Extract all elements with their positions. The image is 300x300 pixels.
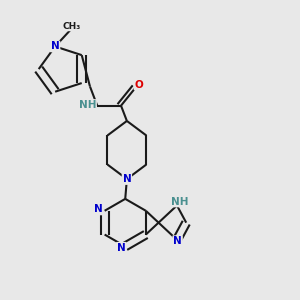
Text: N: N xyxy=(51,41,59,52)
Text: N: N xyxy=(94,204,103,214)
Text: CH₃: CH₃ xyxy=(63,22,81,31)
Text: N: N xyxy=(173,236,182,246)
Text: NH: NH xyxy=(79,100,96,110)
Text: N: N xyxy=(117,243,126,253)
Text: O: O xyxy=(134,80,143,89)
Text: NH: NH xyxy=(171,196,188,206)
Text: N: N xyxy=(122,174,131,184)
